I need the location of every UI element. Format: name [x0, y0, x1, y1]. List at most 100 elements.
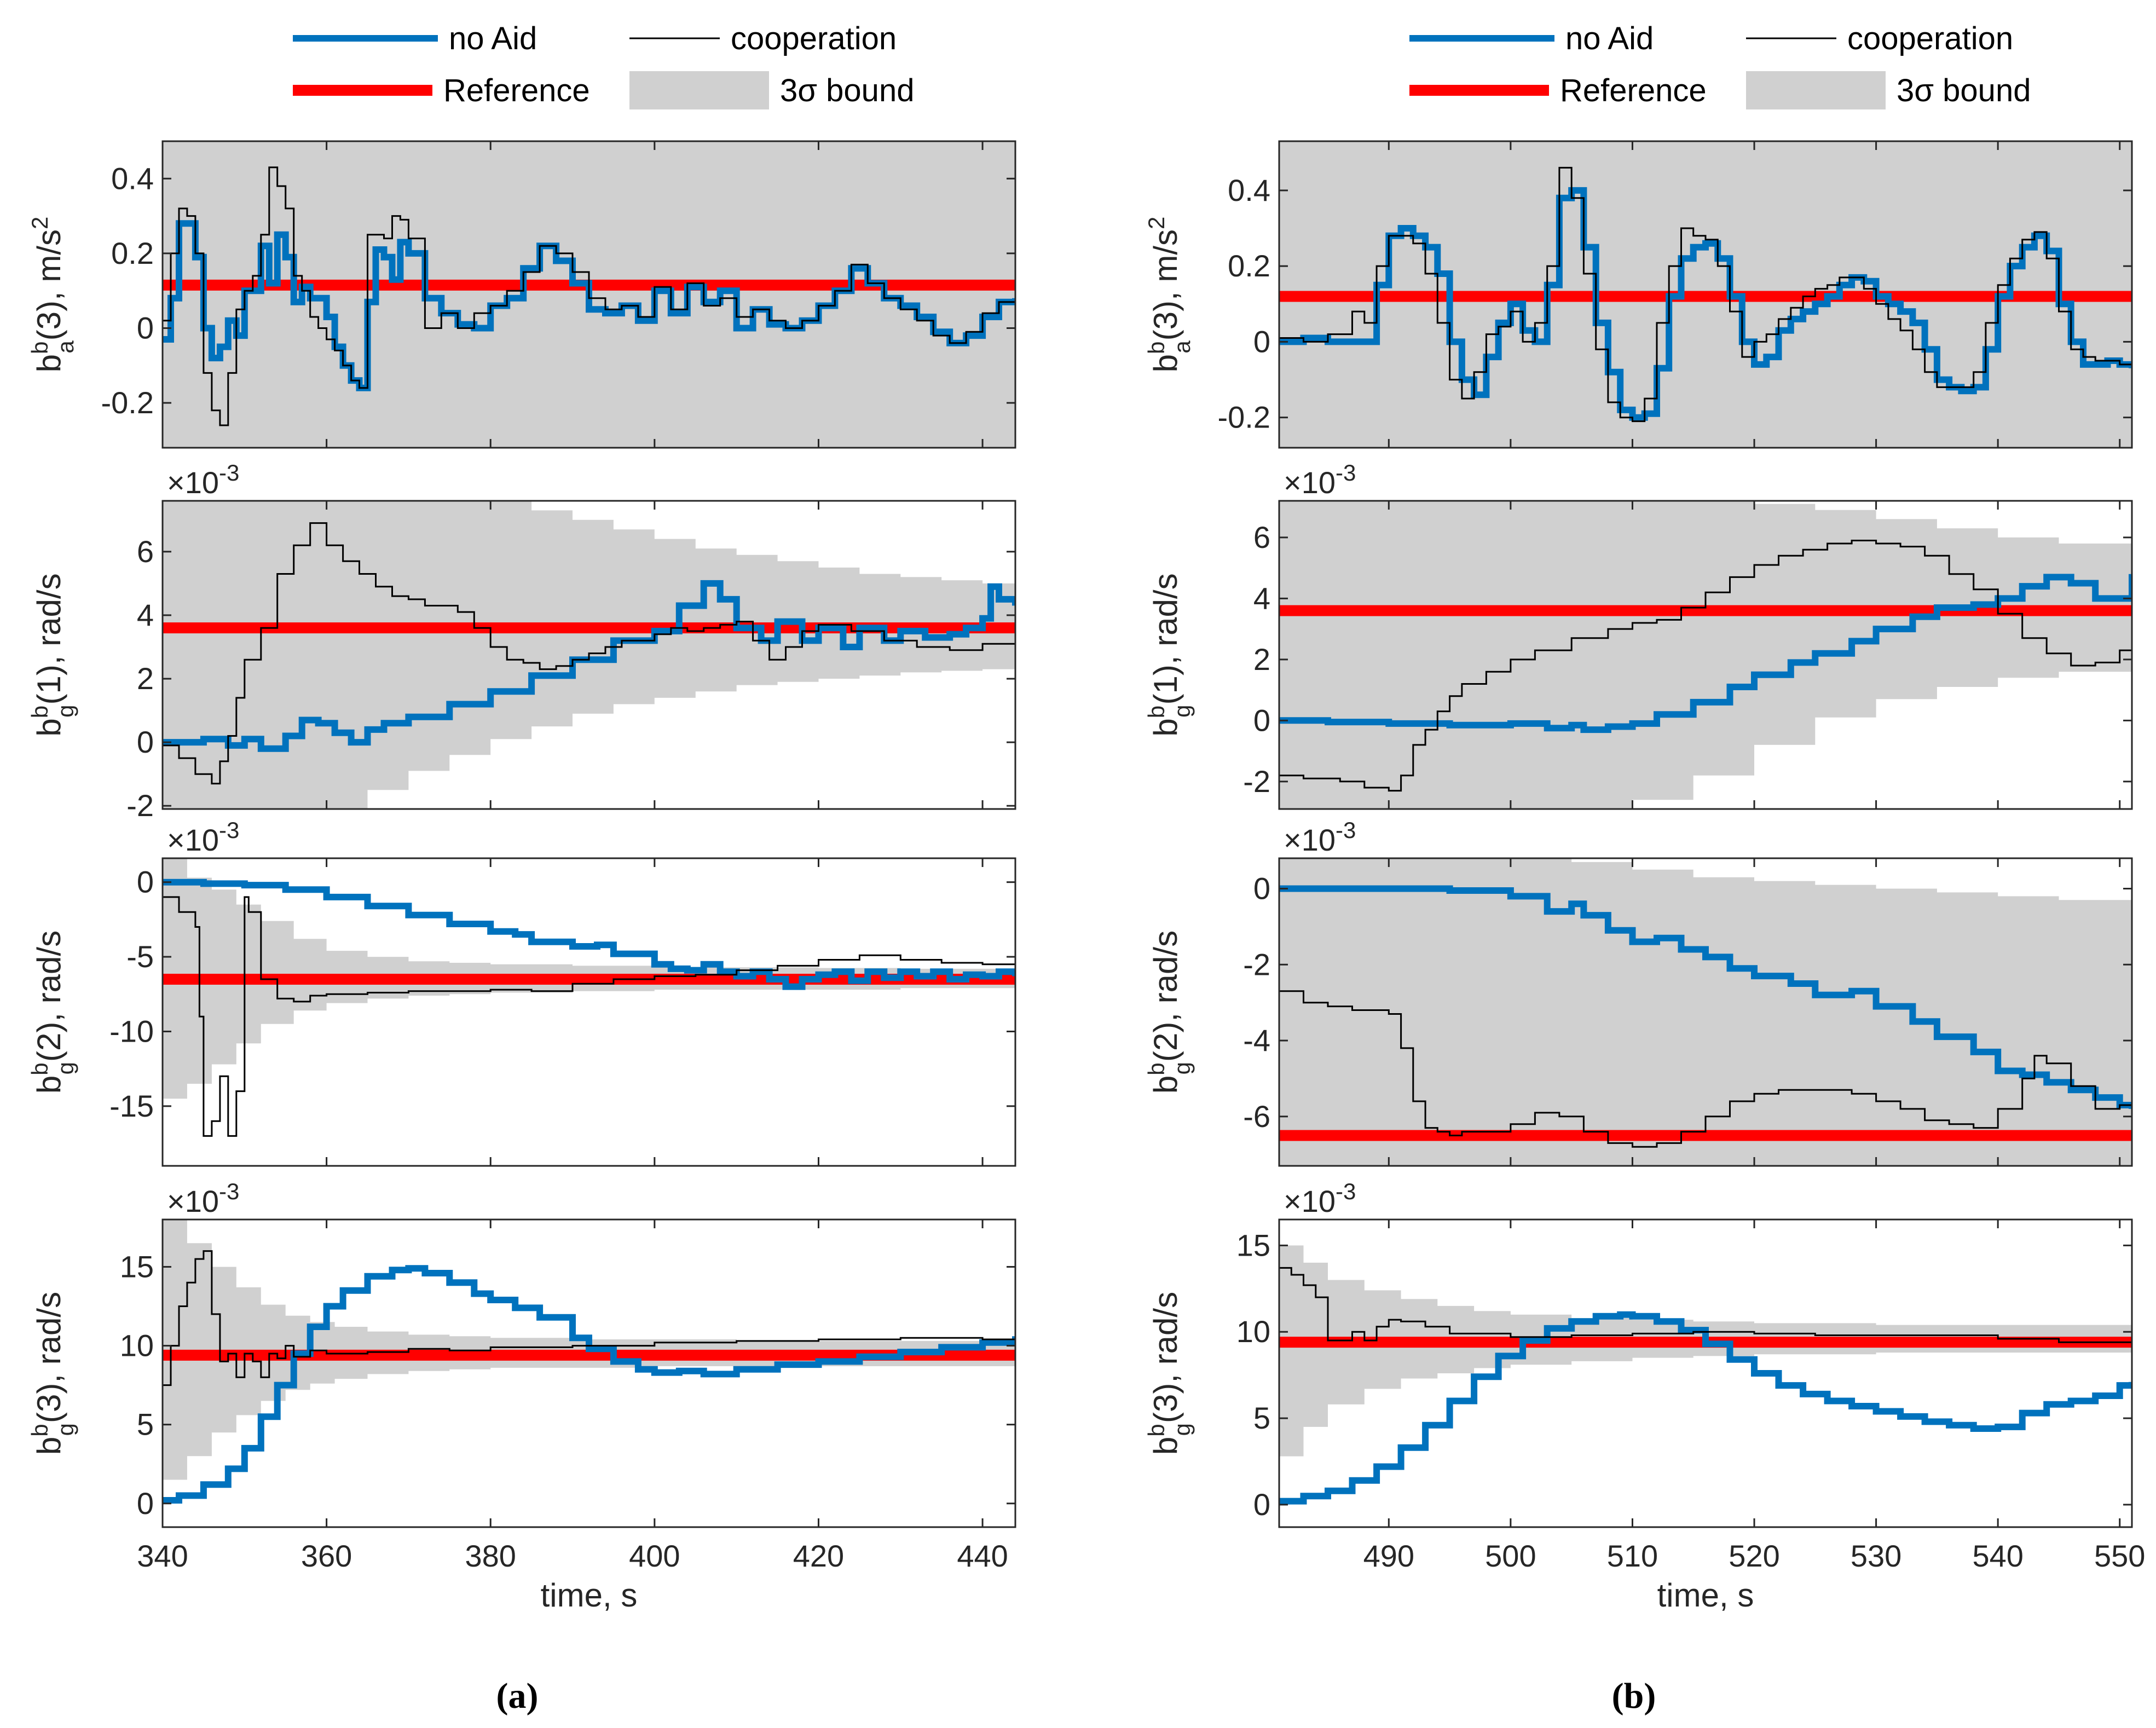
- y-tick-label: 15: [1236, 1228, 1270, 1262]
- y-tick-label: -2: [126, 788, 154, 823]
- axes-box: [161, 140, 1016, 449]
- series-cooperation: [1279, 166, 2132, 423]
- panel-a-2: -2 0 2 4 6 ×10-3 bbg(1), rad/s: [27, 460, 1016, 823]
- y-tick-label: 5: [1253, 1401, 1270, 1435]
- legend-a: no Aid cooperation Reference 3σ bound: [293, 21, 914, 109]
- legend-reference-label: Reference: [443, 73, 590, 108]
- y-tick-label: 4: [137, 598, 154, 632]
- x-tick-label: 490: [1363, 1539, 1414, 1573]
- x-tick-label: 510: [1607, 1539, 1658, 1573]
- series-cooperation: [1279, 1267, 2132, 1343]
- y-tick-label: -4: [1243, 1023, 1270, 1057]
- y-tick-label: 15: [120, 1249, 154, 1284]
- x-tick-label: 380: [465, 1539, 516, 1573]
- y-tick-label: -2: [1243, 947, 1270, 981]
- x-tick-label: 530: [1851, 1539, 1901, 1573]
- y-tick-label: -10: [109, 1014, 154, 1048]
- y-axis-label: bbg(3), rad/s: [27, 1292, 78, 1455]
- y-tick-label: 0: [137, 865, 154, 899]
- y-exponent: ×10-3: [1284, 817, 1356, 858]
- y-exponent: ×10-3: [1284, 1178, 1356, 1219]
- series-no-aid: [163, 1265, 1015, 1504]
- axes-box: [1278, 500, 2133, 810]
- y-tick-label: 0: [1253, 703, 1270, 737]
- y-tick-label: 0.4: [111, 161, 154, 195]
- y-tick-label: -5: [126, 939, 154, 974]
- series-no-aid: [1279, 885, 2132, 1109]
- legend-cooperation-label: cooperation: [731, 21, 897, 56]
- series-no-aid: [1279, 574, 2132, 733]
- x-tick-label: 360: [301, 1539, 352, 1573]
- y-axis-label: bbg(2), rad/s: [27, 931, 78, 1094]
- y-tick-label: 0: [137, 725, 154, 759]
- y-axis-label: bbg(2), rad/s: [1143, 931, 1195, 1094]
- y-tick-label: -0.2: [101, 385, 154, 420]
- y-axis-label: bbg(1), rad/s: [1143, 573, 1195, 736]
- y-tick-label: 0.4: [1228, 173, 1270, 207]
- bound-area: [1279, 501, 2132, 809]
- x-tick-label: 550: [2094, 1539, 2145, 1573]
- y-tick-label: -15: [109, 1089, 154, 1123]
- series-cooperation: [163, 166, 1015, 426]
- axes-box: [161, 1218, 1016, 1528]
- legend-bound-swatch: [1746, 71, 1886, 109]
- y-tick-label: 0: [1253, 1487, 1270, 1522]
- legend-bound-label: 3σ bound: [780, 73, 914, 108]
- y-tick-label: 0: [1253, 871, 1270, 906]
- y-tick-label: 2: [1253, 642, 1270, 677]
- series-cooperation: [1279, 990, 2132, 1148]
- axes-box: [161, 857, 1016, 1167]
- bound-area: [1279, 1245, 2132, 1457]
- series-no-aid: [163, 580, 1015, 752]
- x-tick-label: 340: [137, 1539, 188, 1573]
- y-axis-label: bba(3), m/s2: [1143, 217, 1195, 373]
- axes-box: [161, 500, 1016, 810]
- caption-a: (a): [496, 1676, 539, 1716]
- legend-reference-label: Reference: [1560, 73, 1707, 108]
- legend-bound-label: 3σ bound: [1897, 73, 2031, 108]
- axes-box: [1278, 140, 2133, 449]
- y-exponent: ×10-3: [167, 460, 239, 500]
- y-exponent: ×10-3: [1284, 460, 1356, 500]
- y-tick-label: 4: [1253, 581, 1270, 615]
- x-tick-label: 420: [793, 1539, 844, 1573]
- y-axis-label: bbg(1), rad/s: [27, 573, 78, 736]
- y-tick-label: 10: [120, 1328, 154, 1363]
- y-exponent: ×10-3: [167, 1178, 239, 1219]
- y-tick-label: -0.2: [1218, 400, 1271, 435]
- y-tick-label: 5: [137, 1407, 154, 1442]
- y-tick-label: 0: [137, 1486, 154, 1521]
- y-exponent: ×10-3: [167, 817, 239, 858]
- x-tick-label: 500: [1485, 1539, 1536, 1573]
- y-tick-label: 10: [1236, 1314, 1270, 1349]
- y-tick-label: 0.2: [1228, 248, 1270, 283]
- caption-b: (b): [1612, 1676, 1656, 1716]
- series-no-aid: [1279, 1311, 2132, 1505]
- y-tick-label: 6: [1253, 520, 1270, 554]
- legend-cooperation-label: cooperation: [1847, 21, 2013, 56]
- x-axis-label: time, s: [541, 1577, 638, 1614]
- y-tick-label: 0: [137, 310, 154, 345]
- panel-b-1: -0.2 0 0.2 0.4 bba(3), m/s2: [1143, 140, 2133, 449]
- series-cooperation: [163, 1250, 1015, 1386]
- y-tick-label: 2: [137, 661, 154, 696]
- y-axis-label: bba(3), m/s2: [27, 217, 78, 373]
- legend-bound-swatch: [629, 71, 769, 109]
- x-tick-label: 540: [1972, 1539, 2023, 1573]
- x-tick-label: 520: [1729, 1539, 1779, 1573]
- x-tick-label: 400: [629, 1539, 680, 1573]
- panel-a-4: 0 5 10 15 340 360 380 400 420 440 ×10-3 bbg(3), rad…: [27, 1178, 1016, 1614]
- y-axis-label: bbg(3), rad/s: [1143, 1292, 1195, 1455]
- y-tick-label: 6: [137, 534, 154, 569]
- legend-b: no Aid cooperation Reference 3σ bound: [1409, 21, 2031, 109]
- panel-b-2: -2 0 2 4 6 ×10-3 bbg(1), rad/s: [1143, 460, 2133, 810]
- y-tick-label: -2: [1243, 764, 1270, 799]
- legend-no-aid-label: no Aid: [1565, 21, 1654, 56]
- series-no-aid: [163, 879, 1015, 990]
- y-tick-label: -6: [1243, 1099, 1270, 1134]
- series-cooperation: [163, 522, 1015, 785]
- panels: -0.2 0 0.2 0.4 bba(3), m/s2 -2 0 2 4 6 ×10-3 bbg(1)…: [27, 140, 2146, 1614]
- panel-b-3: -6 -4 -2 0 ×10-3 bbg(2), rad/s: [1143, 817, 2133, 1167]
